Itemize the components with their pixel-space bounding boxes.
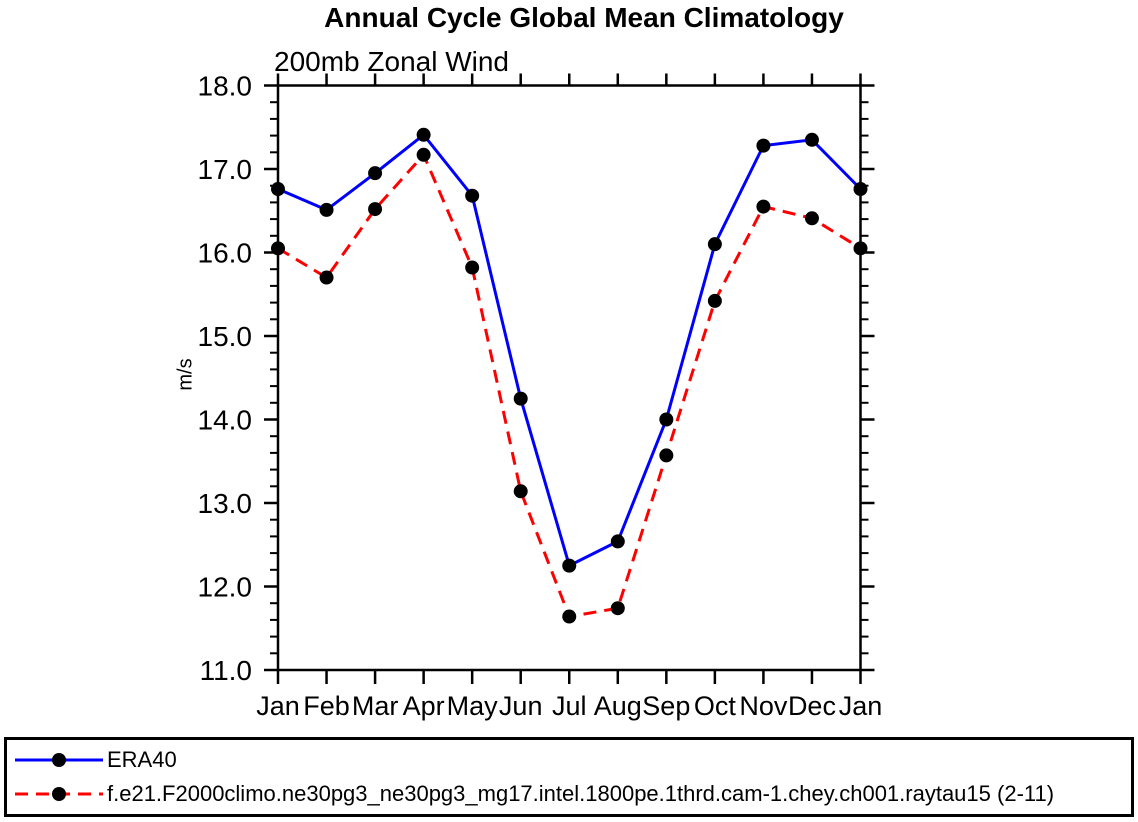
legend-row-era40: ERA40 [13, 747, 1131, 773]
data-point [368, 166, 383, 181]
x-tick-label: Feb [303, 691, 350, 721]
data-point [659, 412, 674, 427]
data-point [319, 202, 334, 217]
data-point [853, 241, 868, 256]
data-point [659, 448, 674, 463]
data-point [610, 534, 625, 549]
data-point [368, 202, 383, 217]
y-tick-label: 15.0 [198, 321, 253, 352]
x-tick-label: Jan [256, 691, 300, 721]
data-point [271, 241, 285, 256]
data-point [416, 147, 431, 162]
data-point [707, 293, 722, 308]
data-point [319, 270, 334, 285]
data-point [465, 188, 480, 203]
data-point [756, 138, 771, 153]
legend-sample-line-model [15, 786, 103, 801]
x-tick-label: Jan [839, 691, 883, 721]
x-tick-label: May [447, 691, 499, 721]
data-point [804, 211, 819, 226]
x-tick-label: Jul [552, 691, 587, 721]
legend-marker-sample [52, 753, 66, 768]
data-point [610, 601, 625, 616]
y-tick-label: 17.0 [198, 154, 253, 185]
y-tick-label: 12.0 [198, 572, 253, 603]
data-point [562, 609, 577, 624]
series-line-0 [277, 132, 862, 568]
legend-row-model: f.e21.F2000climo.ne30pg3_ne30pg3_mg17.in… [13, 781, 1131, 807]
data-point [804, 132, 819, 147]
y-tick-label: 13.0 [198, 488, 253, 519]
legend-label-model: f.e21.F2000climo.ne30pg3_ne30pg3_mg17.in… [107, 780, 1055, 806]
x-tick-label: Oct [694, 691, 737, 721]
x-tick-label: Dec [788, 691, 836, 721]
legend-label-era40: ERA40 [107, 747, 177, 773]
legend-box: ERA40 f.e21.F2000climo.ne30pg3_ne30pg3_m… [4, 737, 1134, 817]
legend-sample-line-era40 [15, 753, 103, 768]
y-tick-label: 11.0 [200, 655, 252, 686]
y-tick-label: 14.0 [198, 405, 253, 436]
chart-subtitle: 200mb Zonal Wind [274, 46, 510, 77]
data-point [707, 237, 722, 252]
plot-frame [276, 84, 862, 672]
data-point [465, 260, 480, 275]
data-point [756, 199, 771, 214]
data-point [853, 182, 868, 197]
data-point [513, 391, 528, 406]
x-tick-label: Aug [594, 691, 642, 721]
x-tick-label: Mar [352, 691, 399, 721]
data-point [562, 558, 577, 573]
x-tick-label: Jun [499, 691, 543, 721]
x-tick-label: Sep [642, 691, 690, 721]
y-tick-label: 16.0 [198, 238, 253, 269]
x-tick-label: Nov [739, 691, 788, 721]
chart-title: Annual Cycle Global Mean Climatology [324, 2, 844, 33]
data-point [416, 127, 431, 142]
data-point [271, 182, 285, 197]
series-line-1 [277, 152, 862, 619]
x-tick-label: Apr [403, 691, 445, 721]
legend-marker-sample [52, 786, 66, 801]
y-tick-label: 18.0 [198, 71, 253, 102]
data-point [513, 484, 528, 499]
